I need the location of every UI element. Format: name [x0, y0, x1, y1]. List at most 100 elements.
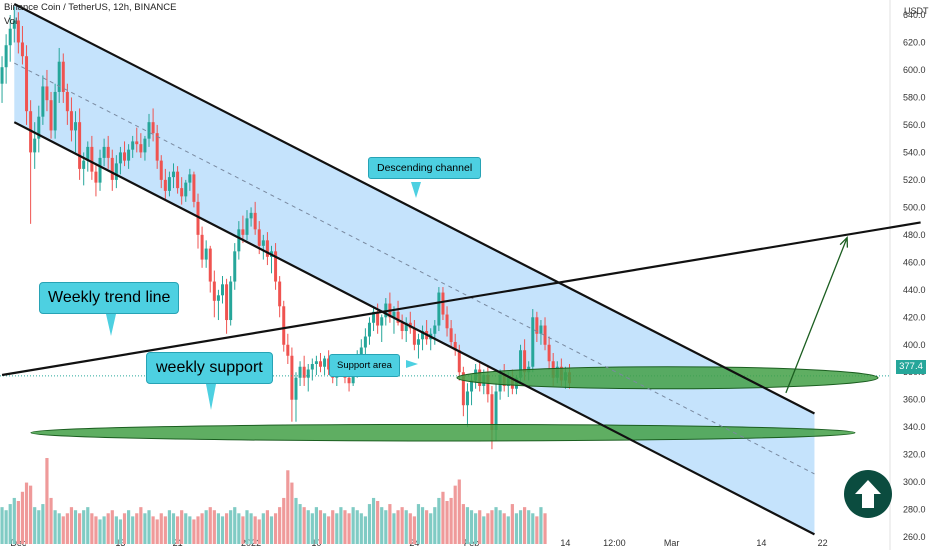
- channel-mid: [14, 62, 815, 475]
- volume-bar: [318, 510, 323, 544]
- candle-body: [523, 350, 527, 373]
- candle: [41, 75, 45, 125]
- volume-bar: [523, 507, 527, 544]
- candle: [155, 124, 159, 169]
- candle-body: [221, 284, 224, 296]
- candle-body: [90, 146, 94, 172]
- candle: [314, 355, 318, 375]
- candle-body: [470, 380, 474, 392]
- volume-bar: [543, 513, 547, 544]
- candle: [253, 201, 257, 235]
- channel-lower: [13, 121, 815, 536]
- volume-bar: [474, 513, 478, 544]
- volume-bar: [12, 497, 16, 544]
- candle: [110, 149, 114, 191]
- volume-bar: [212, 510, 216, 544]
- volume-bar: [245, 510, 249, 544]
- volume-bar: [514, 513, 519, 544]
- candle-body: [237, 229, 241, 252]
- candle-body: [135, 141, 139, 145]
- candle-body: [323, 358, 327, 367]
- candle-body: [139, 144, 143, 153]
- x-tick-label: 12:00: [603, 538, 626, 548]
- candle: [208, 245, 212, 293]
- candle: [233, 243, 237, 290]
- volume-bar: [380, 507, 384, 544]
- volume-bar: [151, 516, 155, 544]
- descending-channel-label: Descending channel: [377, 162, 473, 174]
- candle: [74, 111, 78, 153]
- candle-body: [310, 364, 314, 370]
- candle: [433, 320, 437, 345]
- candle-body: [535, 317, 539, 334]
- candle: [294, 372, 298, 422]
- candle-body: [110, 157, 114, 180]
- descending-channel-callout: Descending channel: [368, 157, 482, 198]
- candle-body: [412, 328, 416, 345]
- volume-bar: [216, 513, 221, 544]
- volume-bar: [425, 510, 429, 544]
- candle-body: [57, 61, 61, 92]
- volume-bar: [400, 507, 404, 544]
- weekly-support-ellipse: [30, 423, 856, 442]
- callout-tail: [411, 182, 421, 198]
- candle-body: [380, 317, 384, 326]
- candle: [437, 287, 441, 332]
- y-tick-label: 420.0: [903, 312, 926, 322]
- last-price-tag: 377.4: [896, 360, 926, 374]
- volume-bar: [45, 458, 49, 544]
- volume-bar: [229, 510, 233, 544]
- candle-body: [155, 133, 159, 161]
- candle-body: [274, 251, 278, 282]
- volume-bar: [282, 497, 286, 544]
- candle: [225, 278, 229, 334]
- candle: [310, 358, 314, 381]
- candle-body: [192, 174, 196, 202]
- volume-bar: [24, 482, 29, 544]
- candle-body: [441, 292, 445, 315]
- candle: [135, 127, 139, 153]
- candle-body: [123, 152, 127, 161]
- volume-bar: [122, 513, 127, 544]
- y-tick-label: 620.0: [903, 37, 926, 47]
- volume-bar: [420, 507, 425, 544]
- candle-body: [445, 314, 449, 329]
- candle: [441, 287, 445, 321]
- candle: [306, 364, 310, 392]
- candle: [78, 108, 82, 180]
- volume-bar: [347, 513, 351, 544]
- volume-bar: [298, 504, 302, 544]
- volume-bar: [102, 516, 106, 544]
- volume-bar: [237, 513, 241, 544]
- candle: [131, 135, 135, 158]
- volume-bar: [367, 504, 372, 544]
- weekly-support-label: weekly support: [156, 359, 263, 376]
- candle-body: [20, 42, 24, 57]
- y-tick-label: 360.0: [903, 395, 926, 405]
- volume-bar: [188, 516, 192, 544]
- candle: [172, 163, 176, 189]
- candle-body: [367, 322, 371, 337]
- candle: [200, 226, 204, 268]
- y-tick-label: 400.0: [903, 340, 926, 350]
- candle-body: [49, 100, 53, 131]
- volume-bar: [404, 510, 408, 544]
- volume-bar: [486, 513, 490, 544]
- volume-bar: [131, 516, 135, 544]
- volume-bar: [396, 510, 400, 544]
- candle: [241, 215, 245, 244]
- candle-body: [245, 218, 249, 235]
- volume-bar: [135, 513, 139, 544]
- volume-bar: [433, 507, 437, 544]
- up-arrow-circle-icon[interactable]: [844, 470, 892, 518]
- weekly-trend-line-label: Weekly trend line: [48, 289, 171, 306]
- volume-bar: [82, 510, 86, 544]
- callout-tail: [406, 360, 418, 368]
- callout-tail: [106, 314, 116, 336]
- volume-bar: [41, 504, 45, 544]
- candle: [372, 306, 376, 332]
- candle-body: [86, 146, 90, 161]
- volume-bar: [20, 491, 25, 544]
- candle: [245, 210, 249, 241]
